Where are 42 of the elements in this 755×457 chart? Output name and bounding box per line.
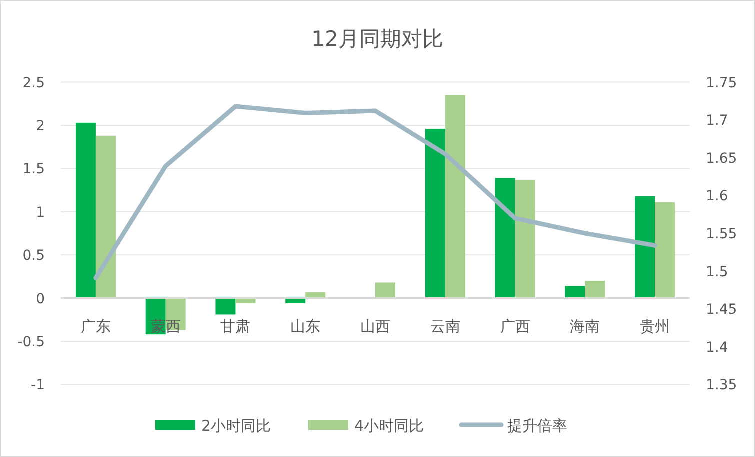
legend-label: 提升倍率 <box>508 417 568 435</box>
y2-tick-label: 1.35 <box>706 378 738 394</box>
y-tick-label: 2.5 <box>22 75 45 92</box>
bar <box>585 281 606 298</box>
x-tick-label: 贵州 <box>640 317 670 336</box>
bar <box>445 95 466 298</box>
bar <box>425 128 446 298</box>
bar <box>655 202 676 298</box>
bar <box>96 136 116 298</box>
chart-title: 12月同期对比 <box>312 27 444 51</box>
y2-tick-label: 1.55 <box>706 226 738 242</box>
bar <box>76 122 96 298</box>
bar <box>635 196 656 298</box>
x-tick-label: 广东 <box>80 317 111 336</box>
x-tick-label: 山东 <box>290 317 321 336</box>
x-tick-label: 广西 <box>500 317 530 336</box>
line-series <box>94 104 658 280</box>
bar <box>515 180 536 298</box>
x-tick-label: 海南 <box>570 317 600 336</box>
y2-tick-label: 1.65 <box>706 150 738 167</box>
bar <box>495 178 516 298</box>
y-tick-label: 1 <box>36 204 45 221</box>
y2-tick-label: 1.75 <box>706 75 738 92</box>
y2-tick-label: 1.6 <box>706 188 728 205</box>
y-tick-label: 1.5 <box>22 162 45 178</box>
y2-tick-label: 1.7 <box>706 113 728 130</box>
y2-tick-label: 1.4 <box>706 340 728 356</box>
y-tick-label: 0.5 <box>22 248 45 264</box>
y-tick-label: 0 <box>36 291 45 308</box>
bar <box>216 298 236 315</box>
bar <box>565 286 586 298</box>
y2-tick-label: 1.45 <box>706 302 738 318</box>
y2-tick-label: 1.5 <box>706 264 728 280</box>
y-tick-label: -0.5 <box>18 334 45 350</box>
legend-label: 4小时同比 <box>354 417 424 435</box>
y-tick-label: 2 <box>36 118 45 134</box>
x-tick-label: 山西 <box>360 317 390 336</box>
bar <box>376 282 396 298</box>
legend-label: 2小时同比 <box>202 417 272 435</box>
x-tick-label: 云南 <box>430 317 460 336</box>
x-tick-label: 甘肃 <box>220 317 251 336</box>
y-tick-label: -1 <box>31 378 45 394</box>
